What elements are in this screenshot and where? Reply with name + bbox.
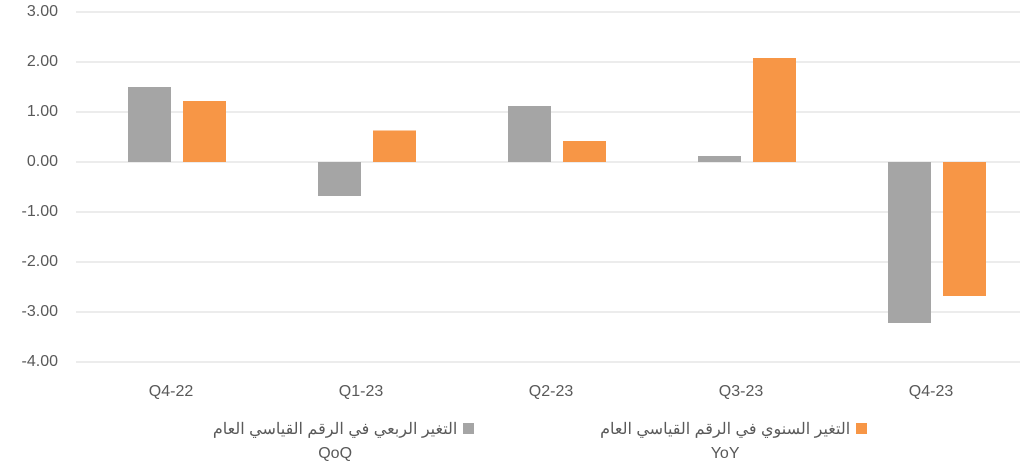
y-tick-label: -2.00: [22, 253, 59, 270]
y-tick-label: 2.00: [27, 53, 58, 70]
bar: [373, 130, 416, 162]
y-tick-label: -3.00: [22, 303, 59, 320]
y-tick-label: 0.00: [27, 153, 58, 170]
legend-swatch: [856, 423, 868, 434]
legend: التغير السنوي في الرقم القياسي العام YoY…: [150, 418, 930, 466]
legend-label: التغير السنوي في الرقم القياسي العام YoY: [600, 421, 851, 462]
bar: [888, 162, 931, 323]
legend-entry: التغير السنوي في الرقم القياسي العام YoY: [600, 418, 868, 466]
bar: [128, 87, 171, 162]
legend-entry: التغير الربعي في الرقم القياسي العام QoQ: [213, 418, 475, 466]
x-tick-label: Q4-23: [909, 383, 954, 400]
y-tick-label: -4.00: [22, 353, 59, 370]
bar: [943, 162, 986, 296]
x-tick-label: Q4-22: [149, 383, 194, 400]
bar: [753, 58, 796, 162]
bar: [563, 141, 606, 162]
x-tick-label: Q1-23: [339, 383, 384, 400]
bar: [698, 156, 741, 162]
legend-label: التغير الربعي في الرقم القياسي العام QoQ: [212, 421, 458, 462]
bar: [318, 162, 361, 196]
chart: -4.00 -3.00 -2.00 -1.00 0.00 1.00 2.00 3.00 Q4-2…: [22, 3, 1020, 400]
y-tick-label: 1.00: [27, 103, 58, 120]
y-tick-label: -1.00: [22, 203, 59, 220]
legend-swatch: [463, 423, 475, 434]
bar: [508, 106, 551, 162]
x-tick-label: Q2-23: [529, 383, 574, 400]
y-tick-label: 3.00: [27, 3, 58, 20]
x-tick-label: Q3-23: [719, 383, 764, 400]
bar: [183, 101, 226, 162]
